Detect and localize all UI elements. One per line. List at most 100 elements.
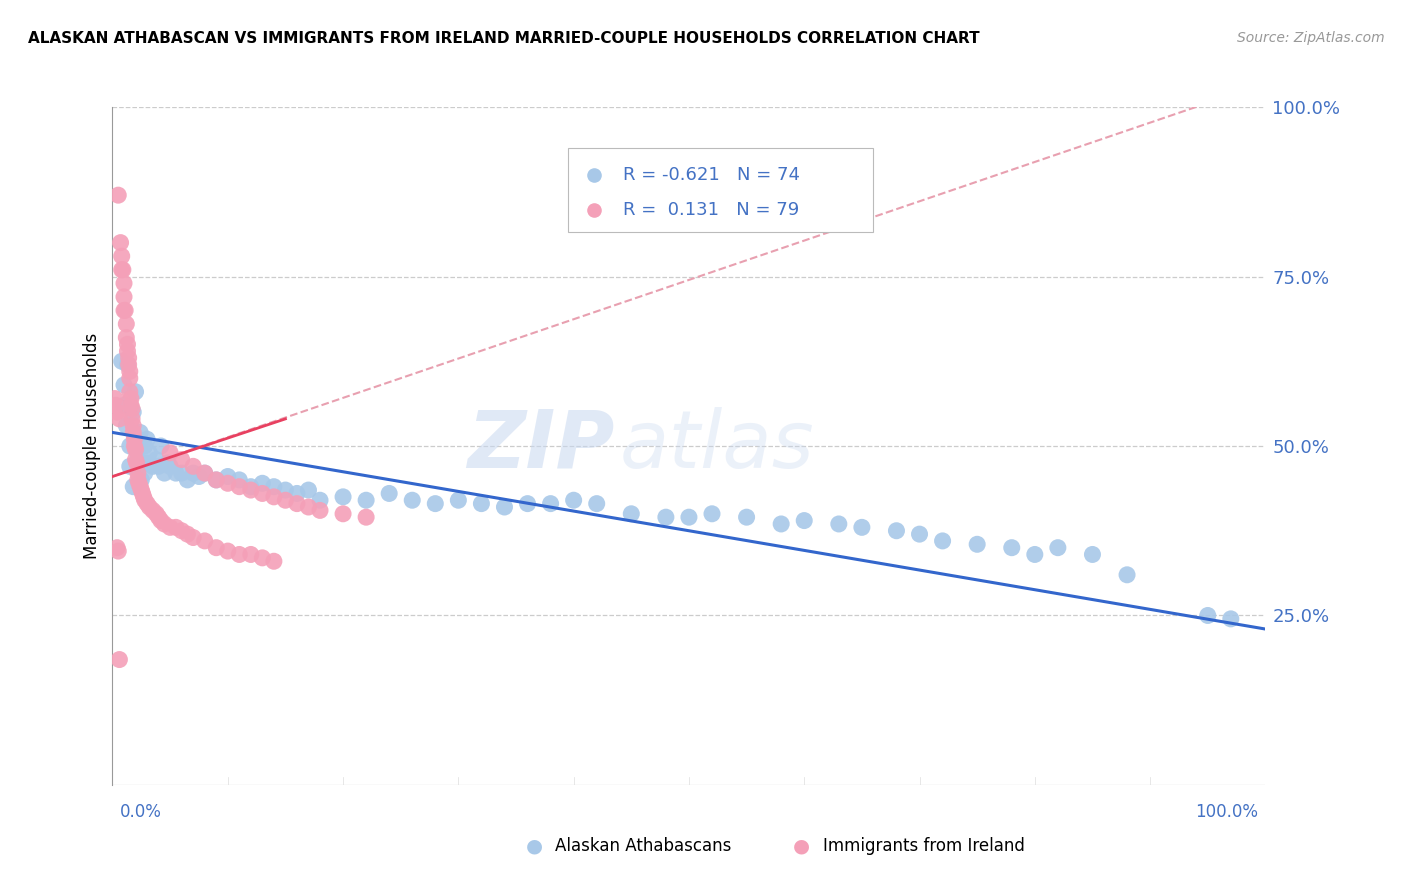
Point — [309, 493, 332, 508]
Point — [120, 398, 142, 412]
Point — [136, 432, 159, 446]
Point — [735, 510, 758, 524]
Point — [194, 466, 217, 480]
Point — [124, 384, 146, 399]
Point — [239, 548, 262, 562]
Point — [122, 418, 145, 433]
Text: R = -0.621   N = 74: R = -0.621 N = 74 — [623, 166, 800, 184]
Point — [1046, 541, 1069, 555]
Point — [908, 527, 931, 541]
Point — [228, 548, 250, 562]
Point — [132, 490, 155, 504]
Point — [851, 520, 873, 534]
Point — [494, 500, 516, 514]
Point — [117, 358, 139, 372]
Point — [252, 550, 274, 565]
Point — [170, 466, 193, 480]
Point — [170, 524, 193, 538]
Point — [145, 507, 167, 521]
Point — [354, 493, 377, 508]
Point — [111, 262, 134, 277]
Point — [159, 459, 181, 474]
Point — [1081, 548, 1104, 562]
Point — [263, 480, 285, 494]
Point — [127, 466, 149, 480]
Point — [966, 537, 988, 551]
Point — [470, 497, 492, 511]
Text: atlas: atlas — [620, 407, 814, 485]
Point — [309, 503, 332, 517]
Point — [263, 554, 285, 568]
Point — [148, 459, 170, 474]
Point — [145, 452, 167, 467]
Point — [159, 520, 181, 534]
Point — [136, 497, 159, 511]
Point — [117, 344, 139, 359]
Point — [332, 490, 354, 504]
Point — [1219, 612, 1241, 626]
Point — [134, 439, 156, 453]
Point — [108, 652, 131, 666]
Point — [128, 476, 150, 491]
Point — [129, 473, 153, 487]
Point — [124, 439, 146, 453]
Point — [122, 405, 145, 419]
Point — [131, 486, 153, 500]
Point — [228, 473, 250, 487]
Point — [136, 456, 159, 470]
Point — [118, 364, 141, 378]
Point — [156, 456, 179, 470]
FancyBboxPatch shape — [568, 148, 873, 233]
Point — [127, 473, 149, 487]
Point — [1024, 548, 1046, 562]
Point — [655, 510, 678, 524]
Point — [1116, 567, 1139, 582]
Point — [120, 392, 142, 406]
Point — [110, 235, 132, 250]
Point — [122, 480, 145, 494]
Point — [129, 425, 152, 440]
Point — [127, 432, 149, 446]
Point — [121, 401, 143, 416]
Point — [115, 330, 138, 344]
Point — [252, 476, 274, 491]
Point — [401, 493, 423, 508]
Point — [176, 473, 198, 487]
Point — [118, 439, 141, 453]
Point — [142, 459, 165, 474]
Point — [112, 290, 135, 304]
Text: ALASKAN ATHABASCAN VS IMMIGRANTS FROM IRELAND MARRIED-COUPLE HOUSEHOLDS CORRELAT: ALASKAN ATHABASCAN VS IMMIGRANTS FROM IR… — [28, 31, 980, 46]
Point — [107, 544, 129, 558]
Point — [124, 452, 146, 467]
Text: R =  0.131   N = 79: R = 0.131 N = 79 — [623, 201, 800, 219]
Point — [378, 486, 401, 500]
Text: Source: ZipAtlas.com: Source: ZipAtlas.com — [1237, 31, 1385, 45]
Point — [297, 500, 319, 514]
Point — [274, 493, 297, 508]
Point — [112, 398, 135, 412]
Point — [583, 168, 606, 182]
Point — [274, 483, 297, 497]
Y-axis label: Married-couple Households: Married-couple Households — [83, 333, 101, 559]
Point — [793, 514, 815, 528]
Point — [562, 493, 585, 508]
Point — [112, 277, 135, 291]
Point — [118, 371, 141, 385]
Point — [620, 507, 643, 521]
Point — [297, 483, 319, 497]
Point — [127, 452, 149, 467]
Point — [217, 476, 239, 491]
Point — [770, 516, 793, 531]
Point — [447, 493, 470, 508]
Point — [165, 466, 187, 480]
Point — [138, 500, 160, 514]
Point — [125, 456, 148, 470]
Point — [117, 358, 139, 372]
Point — [516, 497, 538, 511]
Point — [129, 480, 152, 494]
Point — [104, 392, 127, 406]
Text: Immigrants from Ireland: Immigrants from Ireland — [823, 837, 1025, 855]
Point — [263, 490, 285, 504]
Point — [148, 510, 170, 524]
Point — [121, 412, 143, 426]
